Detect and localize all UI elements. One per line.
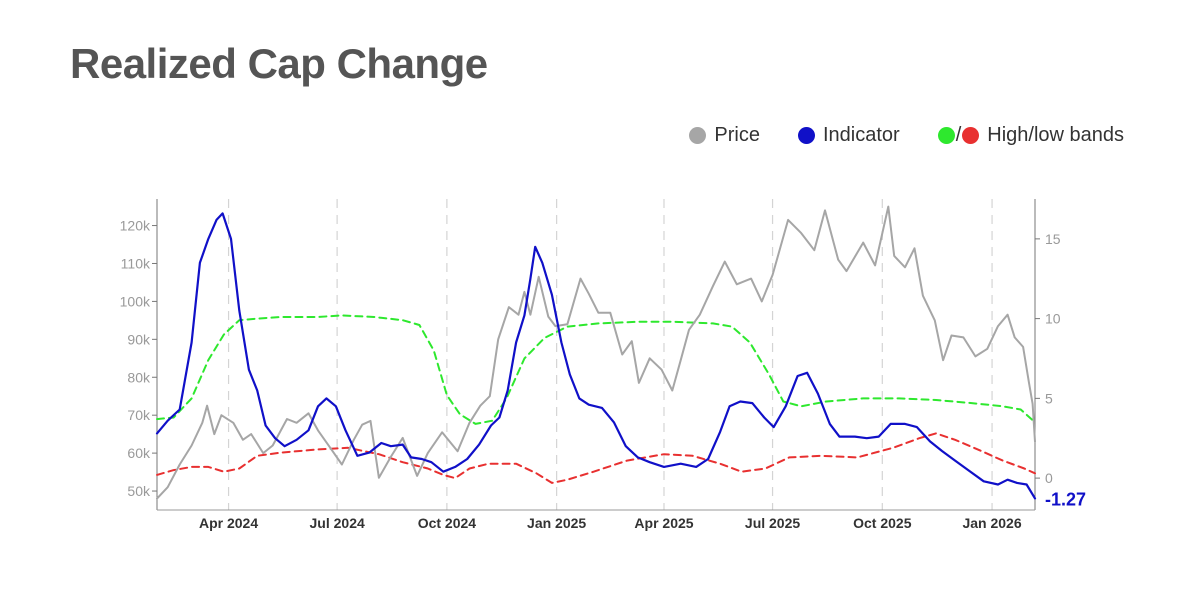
x-tick-label: Jan 2025	[527, 515, 586, 531]
y-left-tick-label: 90k	[127, 331, 151, 347]
price-series-line	[156, 205, 1036, 500]
price-dot-icon	[689, 127, 707, 144]
low-band-dot-icon	[962, 127, 980, 144]
legend: Price Indicator / High/low bands	[689, 124, 1124, 147]
legend-item-bands[interactable]: / High/low bands	[937, 124, 1124, 147]
legend-label-indicator: Indicator	[822, 124, 900, 146]
y-left-tick-label: 120k	[120, 218, 151, 234]
x-tick-label: Oct 2025	[853, 515, 912, 531]
legend-item-price[interactable]: Price	[689, 124, 760, 147]
indicator-dot-icon	[797, 127, 815, 144]
y-right-tick-label: 5	[1045, 390, 1053, 406]
y-left-tick-label: 60k	[127, 445, 151, 461]
y-right-tick-label: 15	[1045, 231, 1061, 247]
y-left-tick-label: 110k	[121, 255, 151, 271]
y-left-tick-label: 70k	[127, 407, 151, 423]
y-left-tick-label: 80k	[127, 369, 151, 385]
high-band-dot-icon	[937, 127, 955, 144]
y-left-tick-label: 50k	[127, 483, 151, 499]
y-right-tick-label: 10	[1045, 311, 1061, 327]
chart-title: Realized Cap Change	[70, 40, 488, 87]
bands-separator: /	[955, 124, 962, 146]
legend-label-bands: High/low bands	[987, 124, 1124, 146]
x-tick-label: Jan 2026	[962, 515, 1021, 531]
x-tick-label: Jul 2024	[310, 515, 365, 531]
y-left-tick-label: 100k	[120, 293, 151, 309]
x-tick-label: Oct 2024	[418, 515, 477, 531]
legend-label-price: Price	[714, 124, 760, 146]
x-tick-label: Jul 2025	[745, 515, 800, 531]
x-tick-label: Apr 2024	[199, 515, 258, 531]
legend-item-indicator[interactable]: Indicator	[797, 124, 900, 147]
last-value-label: -1.27	[1045, 489, 1086, 509]
x-tick-label: Apr 2025	[634, 515, 693, 531]
high-band-series-line	[156, 314, 1036, 425]
low-band-series-line	[156, 432, 1036, 484]
indicator-series-line	[155, 212, 1037, 500]
y-right-tick-label: 0	[1045, 470, 1053, 486]
